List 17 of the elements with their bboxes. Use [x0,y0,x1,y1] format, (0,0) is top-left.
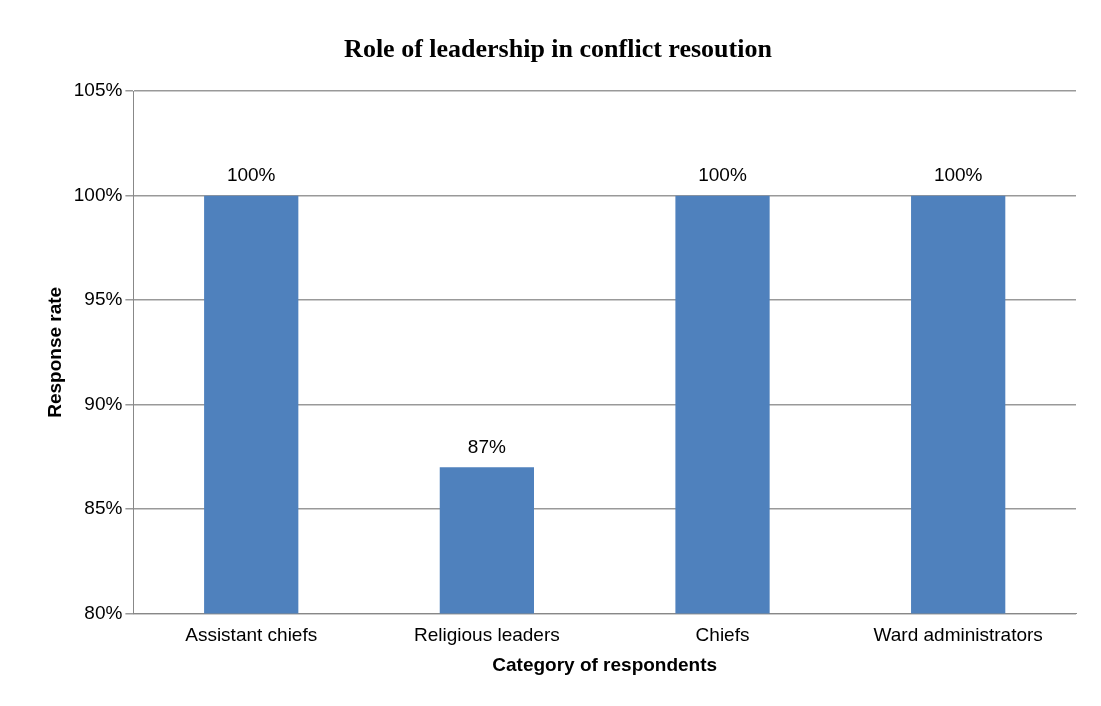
data-label: 100% [933,164,983,186]
x-tick-label: Religious leaders [414,624,560,646]
x-tick-label: Chiefs [695,624,750,646]
data-label: 87% [467,435,506,457]
data-label: 100% [226,164,276,186]
y-tick-label: 90% [84,392,123,414]
data-label: 100% [698,164,747,186]
x-axis-title: Category of respondents [492,653,718,675]
x-tick-label: Assistant chiefs [185,624,318,646]
x-tick-label: Ward administrators [873,624,1043,646]
y-tick-label: 85% [84,497,123,519]
y-tick-label: 100% [73,183,123,205]
y-axis-title: Response rate [43,286,65,418]
y-tick-label: 95% [84,288,123,310]
chart-title: Role of leadership in conflict resoution [344,34,773,64]
y-tick-label: 105% [73,79,123,101]
y-tick-label: 80% [84,601,123,623]
